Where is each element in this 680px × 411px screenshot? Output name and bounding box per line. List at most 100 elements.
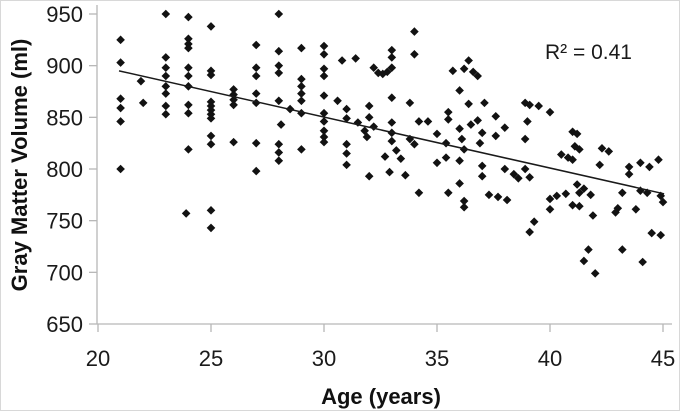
scatter-point [116,164,125,174]
scatter-point [387,136,397,146]
scatter-point [444,107,453,117]
scatter-point [509,169,519,179]
scatter-point [387,63,397,73]
scatter-point [405,134,415,144]
scatter-point [444,188,453,198]
scatter-point [459,196,469,206]
x-tick-label: 35 [425,346,449,371]
scatter-point [597,144,607,153]
scatter-point [319,137,329,147]
scatter-point [658,197,668,207]
scatter-point [181,209,191,218]
scatter-point [455,124,464,133]
scatter-point [206,139,216,149]
scatter-point [579,184,589,193]
scatter-point [184,12,193,22]
scatter-point [161,82,171,91]
y-tick-label: 850 [46,105,83,130]
scatter-point [520,164,530,174]
scatter-point [274,46,284,56]
scatter-point [342,160,351,170]
scatter-point [184,63,193,73]
scatter-point [319,126,329,136]
scatter-point [514,174,523,183]
x-tick-label: 45 [651,346,675,371]
x-axis-title: Age (years) [321,384,441,409]
scatter-point [251,138,261,148]
scatter-point [136,76,146,86]
scatter-point [475,138,485,148]
scatter-point [500,123,510,132]
scatter-point [448,66,458,76]
scatter-point [362,132,372,142]
tick-labels: 650 700 750 800 850 900 950 20 25 30 35 40 45 [46,2,675,371]
scatter-point [319,132,329,142]
y-tick-label: 650 [46,312,83,337]
scatter-point [274,61,284,70]
scatter-point [297,74,306,84]
scatter-point [161,101,171,111]
scatter-point [396,154,406,163]
scatter-point [274,96,284,106]
scatter-point [274,68,284,78]
scatter-point [568,200,577,210]
scatter-point [138,98,148,108]
scatter-point [342,104,351,114]
scatter-point [414,117,424,126]
scatter-point [534,101,543,111]
scatter-point [473,71,482,81]
scatter-point [645,162,654,172]
scatter-point [484,190,494,200]
scatter-point [206,114,216,123]
scatter-point [477,161,487,171]
scatter-point [588,211,598,220]
scatter-point [525,227,534,237]
scatter-point [656,230,666,240]
scatter-point [297,43,306,53]
scatter-point [161,89,171,98]
y-axis-title: Gray Matter Volume (ml) [7,39,32,292]
scatter-point [360,126,369,136]
scatter-point [387,45,397,55]
scatter-point [568,127,577,137]
scatter-point [491,131,501,141]
scatter-point [369,63,379,73]
scatter-point [624,169,634,179]
scatter-point [611,208,620,217]
scatter-point [529,217,539,226]
scatter-point [552,191,562,201]
scatter-point [575,201,584,211]
scatter-point [342,149,351,158]
r-squared-annotation: R² = 0.41 [545,41,632,64]
scatter-point [557,150,566,159]
scatter-point [319,41,329,51]
scatter-point [184,145,193,154]
scatter-point [385,167,394,177]
scatter-point [464,99,473,109]
scatter-point [116,58,125,67]
scatter-point [342,114,351,123]
scatter-point [466,120,476,129]
scatter-point [297,145,306,154]
scatter-point [455,86,464,95]
scatter-point [584,245,593,254]
scatter-point [319,117,329,126]
scatter-point [319,91,329,100]
x-tick-label: 30 [312,346,336,371]
scatter-point [500,164,510,174]
scatter-point [387,118,397,127]
scatter-point [618,188,627,198]
scatter-point [624,162,634,172]
scatter-point [493,192,503,202]
scatter-point [351,54,360,63]
scatter-point [432,158,442,168]
scatter-point [297,96,306,106]
scatter-point [364,113,374,122]
scatter-point [520,98,530,108]
scatter-point [251,63,261,73]
scatter-point [432,129,442,139]
scatter-point [229,100,238,110]
scatter-point [545,194,555,204]
scatter-point [572,180,582,189]
